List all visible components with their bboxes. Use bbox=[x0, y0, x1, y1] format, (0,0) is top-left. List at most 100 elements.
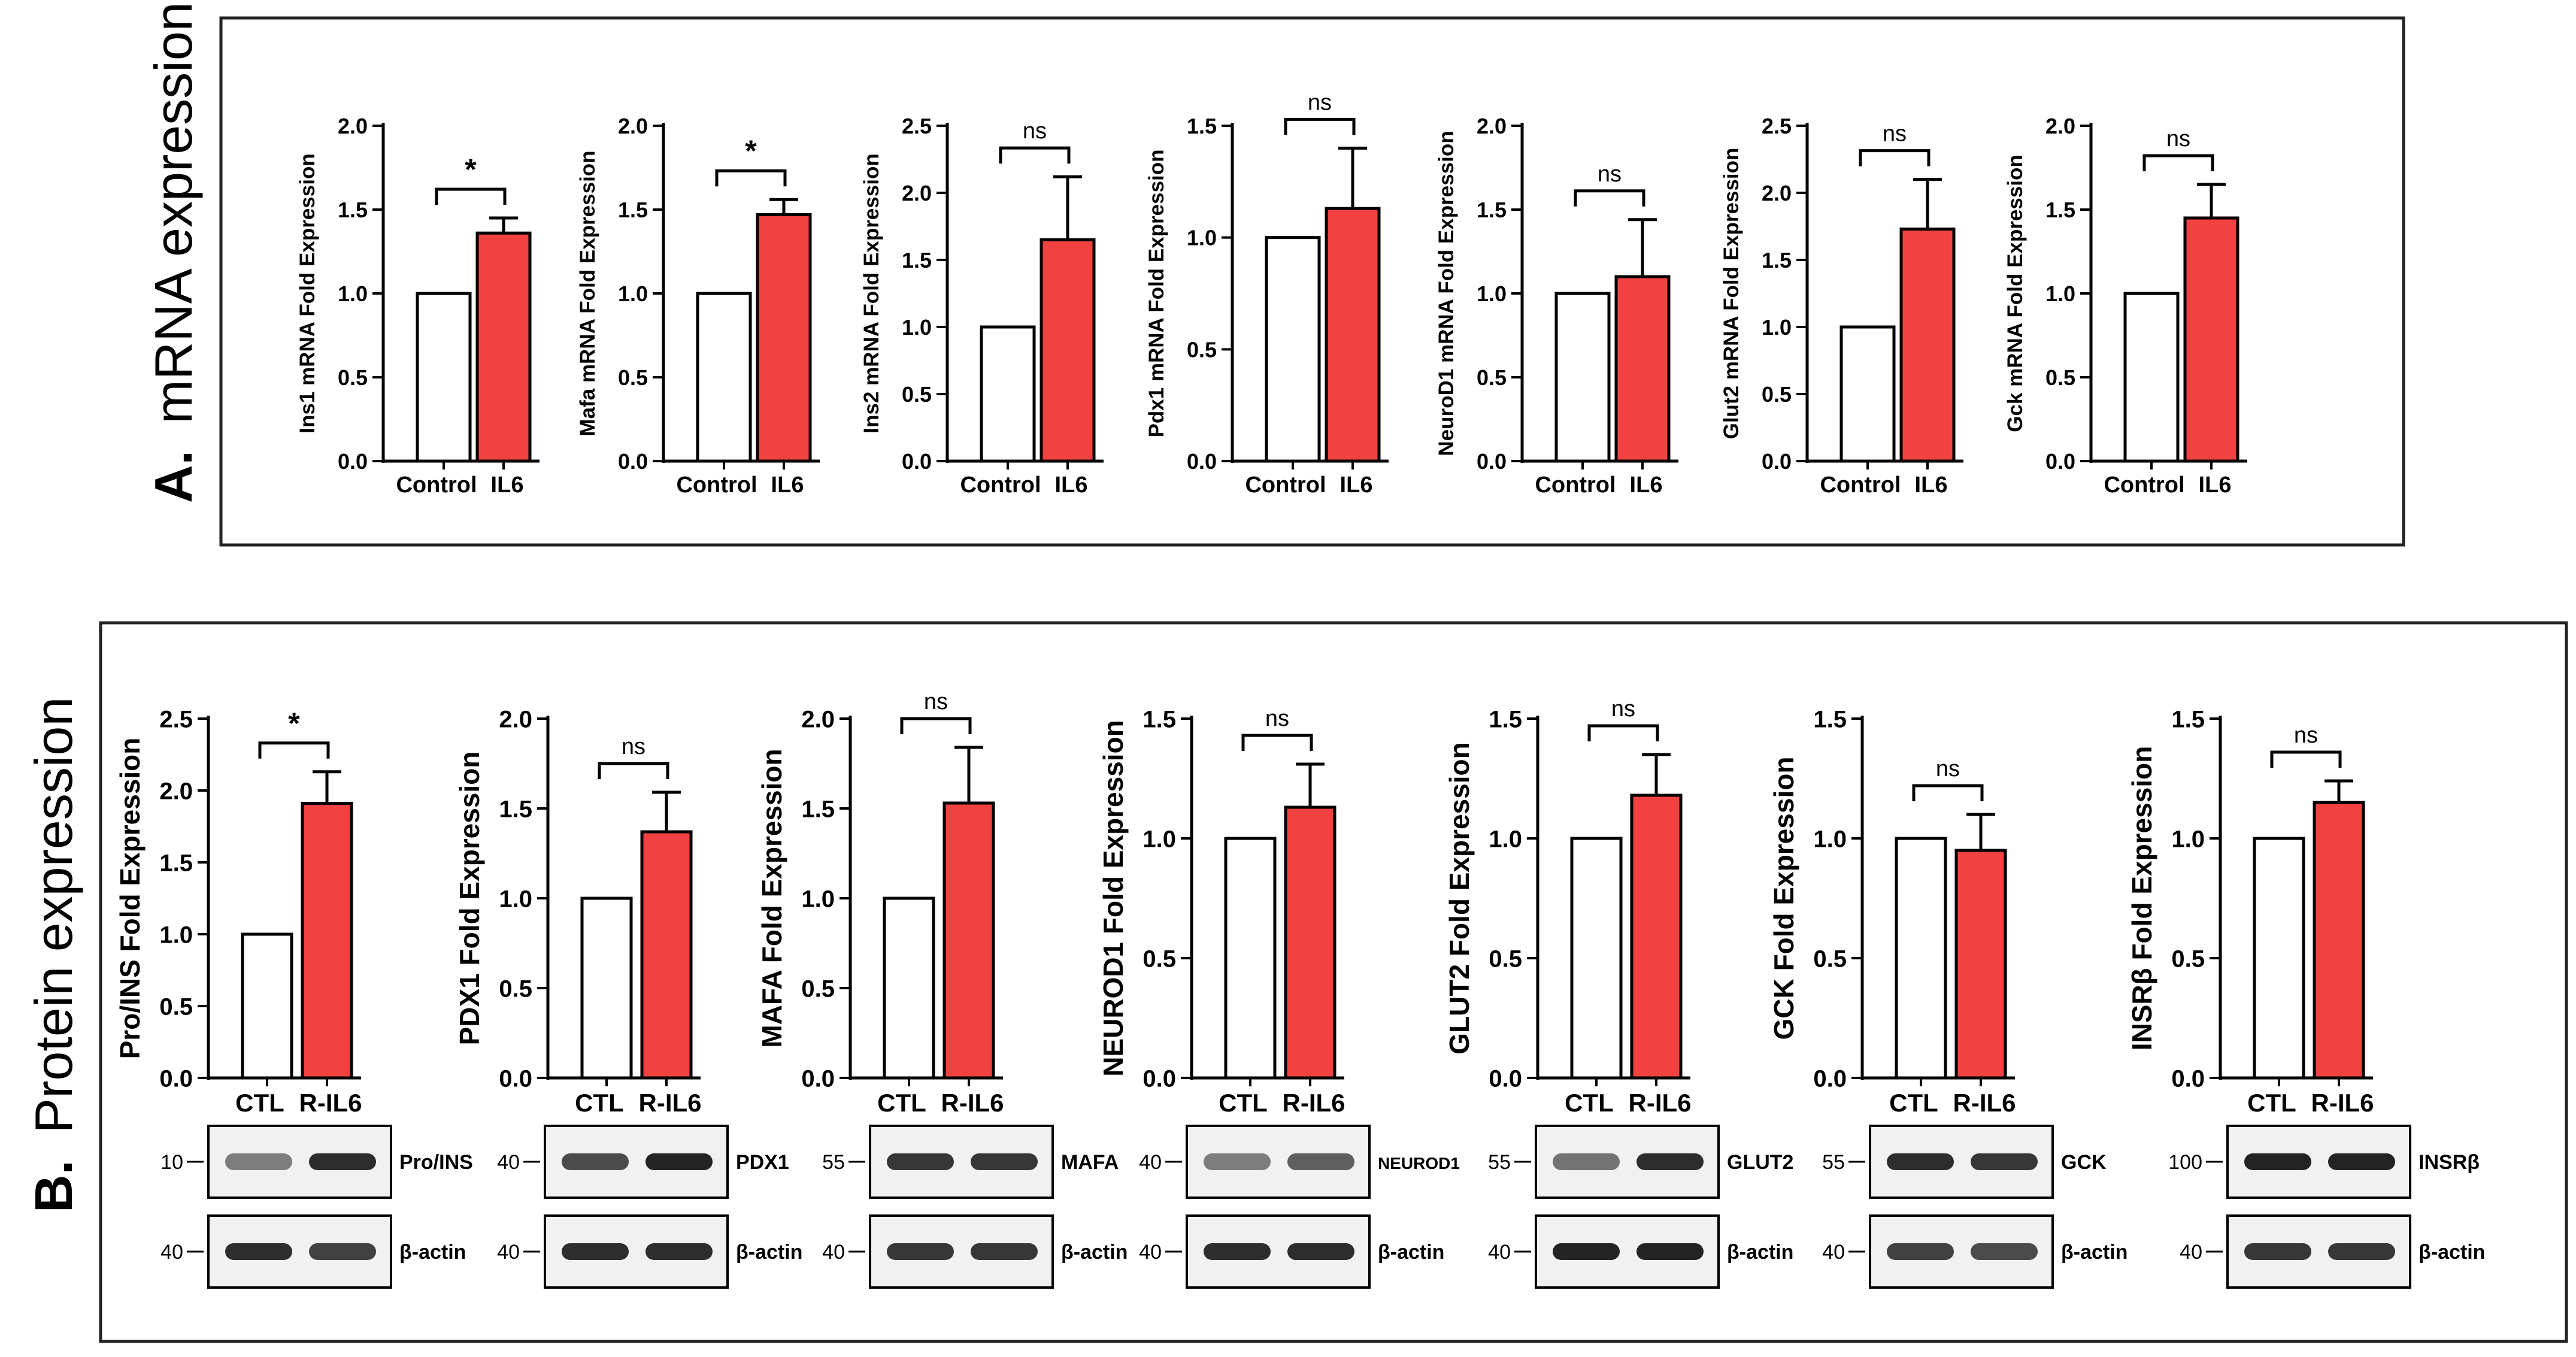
blot-label: NEUROD1 bbox=[1378, 1154, 1460, 1173]
significance-bracket bbox=[900, 717, 972, 734]
blot-label: Pro/INS bbox=[399, 1151, 473, 1174]
blot-label: β-actin bbox=[1061, 1241, 1128, 1264]
y-tick-label: 1.5 bbox=[1187, 114, 1217, 138]
bar-control bbox=[883, 896, 935, 1080]
x-tick-label: R-IL6 bbox=[299, 1089, 362, 1117]
y-tick-label: 1.5 bbox=[1477, 198, 1507, 222]
significance-label: ns bbox=[1598, 162, 1622, 187]
y-tick-label: 1.5 bbox=[1142, 706, 1176, 732]
chart-b-4: NEUROD1 Fold Expression 0.0 0.5 1.0 1.5 CTL R-… bbox=[1098, 706, 1345, 1117]
y-tick-label: 1.0 bbox=[1813, 826, 1847, 852]
chart-a-7: Gck mRNA Fold Expression 0.0 0.5 1.0 1.5 2.0 C… bbox=[2004, 114, 2247, 498]
y-tick-label: 1.5 bbox=[1813, 706, 1847, 732]
bar-treated bbox=[942, 801, 995, 1080]
blot-label: PDX1 bbox=[736, 1151, 789, 1174]
y-tick-label: 2.5 bbox=[1762, 114, 1792, 138]
y-tick-label: 1.5 bbox=[902, 248, 932, 272]
blot-6: 55 GCK 40 β-actin bbox=[1822, 1125, 2128, 1289]
significance-label: * bbox=[745, 134, 757, 168]
y-tick-label: 0.0 bbox=[1762, 449, 1792, 474]
blot-label: β-actin bbox=[2419, 1241, 2485, 1264]
y-tick-label: 1.5 bbox=[618, 198, 648, 222]
blot-marker: 100 bbox=[2168, 1151, 2202, 1174]
blot-marker: 40 bbox=[1139, 1241, 1162, 1264]
blot-2: 40 PDX1 40 β-actin bbox=[497, 1125, 802, 1289]
significance-label: * bbox=[288, 707, 300, 740]
bar-treated bbox=[1899, 227, 1956, 463]
section-b-title: B. Protein expression bbox=[24, 697, 83, 1213]
blot-label: β-actin bbox=[399, 1241, 466, 1264]
blot-marker: 40 bbox=[1822, 1241, 1845, 1264]
y-tick-label: 2.0 bbox=[902, 181, 932, 205]
y-tick-label: 0.5 bbox=[1477, 365, 1507, 390]
y-tick-label: 1.0 bbox=[801, 886, 835, 912]
blot-band bbox=[1553, 1243, 1620, 1260]
blot-band bbox=[1887, 1243, 1954, 1260]
y-axis-label: PDX1 Fold Expression bbox=[454, 752, 485, 1046]
y-tick-label: 0.5 bbox=[159, 993, 193, 1020]
y-axis-label: NEUROD1 Fold Expression bbox=[1098, 720, 1129, 1077]
y-tick-label: 1.5 bbox=[2171, 706, 2205, 732]
chart-a-3: Ins2 mRNA Fold Expression 0.0 0.5 1.0 1.5 2.0… bbox=[860, 114, 1104, 498]
x-tick-label: Control bbox=[1820, 472, 1901, 498]
blot-band bbox=[645, 1243, 713, 1260]
blot-band bbox=[1636, 1243, 1704, 1260]
blot-band bbox=[1553, 1153, 1620, 1170]
bar-control bbox=[1224, 837, 1277, 1080]
x-tick-label: Control bbox=[1535, 472, 1616, 498]
bar-control bbox=[1265, 236, 1321, 463]
blot-marker: 40 bbox=[822, 1241, 845, 1264]
blot-7: 100 INSRβ 40 β-actin bbox=[2168, 1125, 2485, 1289]
section-a-letter: A. bbox=[144, 450, 203, 503]
bar-treated bbox=[475, 231, 532, 463]
significance-bracket bbox=[1241, 734, 1313, 751]
bar-control bbox=[1570, 837, 1623, 1080]
chart-a-5: NeuroD1 mRNA Fold Expression 0.0 0.5 1.0 1.5… bbox=[1435, 114, 1678, 498]
y-tick-label: 1.0 bbox=[2045, 281, 2075, 306]
chart-a-6: Glut2 mRNA Fold Expression 0.0 0.5 1.0 1.5 2.… bbox=[1720, 114, 1963, 498]
y-tick-label: 1.5 bbox=[338, 198, 368, 222]
y-tick-label: 2.0 bbox=[1477, 114, 1507, 138]
x-tick-label: IL6 bbox=[491, 472, 524, 498]
x-tick-label: R-IL6 bbox=[1953, 1089, 2016, 1117]
y-tick-label: 2.0 bbox=[2045, 114, 2075, 138]
significance-bracket bbox=[1587, 724, 1659, 741]
blot-band bbox=[1636, 1153, 1704, 1170]
blot-marker: 40 bbox=[160, 1241, 183, 1264]
x-tick-label: CTL bbox=[2247, 1089, 2296, 1117]
x-tick-label: CTL bbox=[575, 1089, 624, 1117]
x-tick-label: Control bbox=[676, 472, 757, 498]
significance-bracket bbox=[715, 169, 787, 187]
blot-marker: 40 bbox=[497, 1241, 520, 1264]
bar-treated bbox=[756, 213, 812, 463]
y-axis-label: Pdx1 mRNA Fold Expression bbox=[1145, 149, 1168, 437]
section-b-letter: B. bbox=[24, 1160, 83, 1213]
chart-a-4: Pdx1 mRNA Fold Expression 0.0 0.5 1.0 1.5 Con… bbox=[1145, 90, 1389, 498]
significance-bracket bbox=[598, 762, 669, 779]
y-tick-label: 2.0 bbox=[499, 706, 532, 732]
blot-band bbox=[2244, 1153, 2311, 1170]
section-a-text: mRNA expression bbox=[144, 2, 203, 423]
x-tick-label: R-IL6 bbox=[1629, 1089, 1692, 1117]
significance-bracket bbox=[999, 146, 1071, 164]
y-axis-label: NeuroD1 mRNA Fold Expression bbox=[1435, 131, 1458, 456]
bar-treated bbox=[301, 802, 353, 1080]
y-tick-label: 0.0 bbox=[159, 1065, 193, 1092]
y-tick-label: 1.5 bbox=[499, 796, 532, 822]
blot-band bbox=[225, 1153, 292, 1170]
x-tick-label: Control bbox=[1245, 472, 1326, 498]
y-axis-label: Gck mRNA Fold Expression bbox=[2004, 155, 2027, 432]
significance-bracket bbox=[1859, 149, 1931, 166]
blot-band bbox=[887, 1243, 954, 1260]
chart-b-2: PDX1 Fold Expression 0.0 0.5 1.0 1.5 2.0 CTL R-… bbox=[454, 706, 702, 1117]
chart-b-5: GLUT2 Fold Expression 0.0 0.5 1.0 1.5 CTL R-IL… bbox=[1444, 696, 1692, 1117]
blot-label: β-actin bbox=[1378, 1241, 1444, 1264]
blot-marker: 40 bbox=[2180, 1241, 2202, 1264]
section-a-title: A. mRNA expression bbox=[144, 2, 203, 503]
significance-label: ns bbox=[1883, 122, 1907, 147]
bar-treated bbox=[1325, 207, 1381, 463]
x-tick-label: CTL bbox=[1565, 1089, 1614, 1117]
y-tick-label: 0.5 bbox=[338, 365, 368, 390]
bar-control bbox=[1839, 325, 1896, 463]
bar-treated bbox=[1954, 849, 2007, 1080]
